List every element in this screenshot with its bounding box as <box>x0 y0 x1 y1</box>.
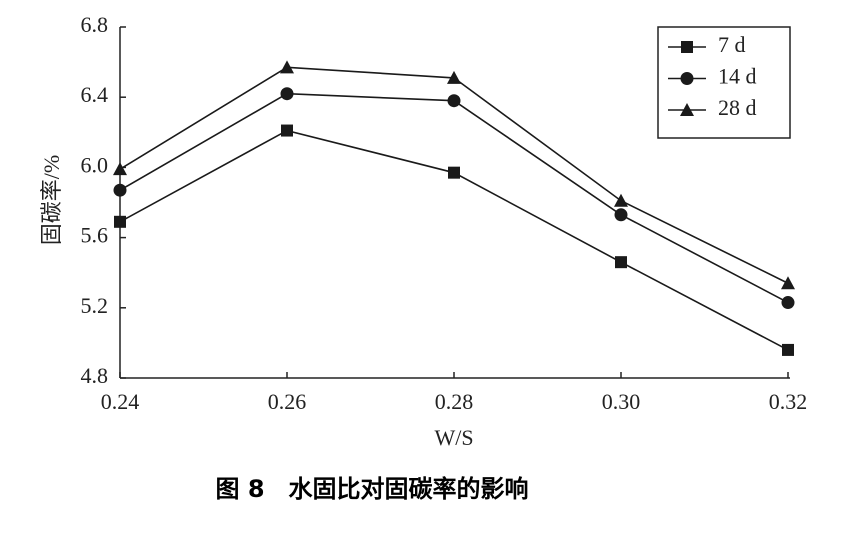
x-tick-label: 0.28 <box>435 389 474 414</box>
marker <box>614 208 628 222</box>
y-tick-label: 6.8 <box>81 12 109 37</box>
marker <box>781 276 795 290</box>
marker <box>614 193 628 207</box>
x-tick-label: 0.24 <box>101 389 140 414</box>
legend-marker <box>680 103 694 116</box>
marker <box>281 124 293 137</box>
legend-marker <box>680 72 694 85</box>
y-axis-label: 固碳率/% <box>39 155 64 245</box>
caption: 图 8 水固比对固碳率的影响 <box>215 475 528 503</box>
marker <box>615 256 627 269</box>
marker <box>447 94 461 108</box>
marker <box>113 183 127 197</box>
marker <box>782 343 794 356</box>
legend-label: 14 d <box>718 64 757 89</box>
data-line <box>119 92 789 304</box>
marker <box>114 215 126 228</box>
marker <box>113 162 127 176</box>
x-axis-label: W/S <box>434 425 473 450</box>
legend-box <box>657 26 791 139</box>
y-tick-label: 4.8 <box>81 363 109 388</box>
x-tick-label: 0.32 <box>769 389 808 414</box>
legend-label: 28 d <box>718 95 757 120</box>
marker <box>448 166 460 179</box>
marker <box>447 70 461 84</box>
y-tick-label: 5.6 <box>81 223 109 248</box>
marker <box>280 60 294 74</box>
y-tick-label: 6.0 <box>81 152 109 177</box>
x-tick-label: 0.26 <box>268 389 307 414</box>
marker <box>280 87 294 101</box>
legend-marker <box>681 41 693 53</box>
data-line <box>119 129 789 351</box>
y-tick-label: 6.4 <box>81 82 109 107</box>
y-tick-label: 5.2 <box>81 293 109 318</box>
legend-label: 7 d <box>718 32 746 57</box>
x-tick-label: 0.30 <box>602 389 641 414</box>
marker <box>781 296 795 310</box>
